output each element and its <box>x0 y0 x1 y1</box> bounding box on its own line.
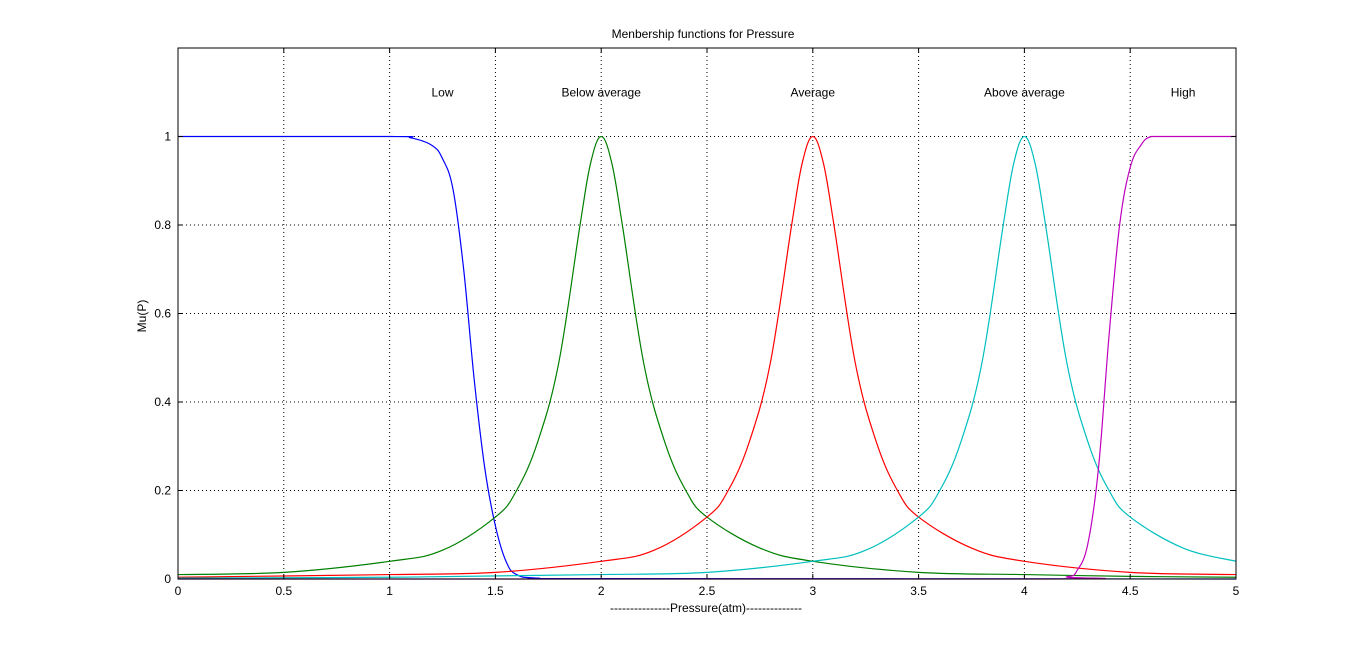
x-axis-label: ---------------Pressure(atm)------------… <box>610 601 802 615</box>
annotation-label: High <box>1171 85 1196 99</box>
x-tick-label: 1.5 <box>487 584 504 598</box>
y-axis-label: Mu(P) <box>135 300 149 333</box>
axis-ticks: 0 0.5 1 1.5 2 2.5 3 3.5 4 4.5 5 0 0.2 0.4 0.6 0.8 1 <box>154 48 1240 598</box>
x-tick-label: 0 <box>175 584 182 598</box>
y-tick-label: 0 <box>164 572 171 586</box>
series-line-4 <box>177 135 1237 579</box>
y-tick-label: 0.2 <box>154 484 171 498</box>
annotations: Low Below average Average Above average High <box>431 85 1195 99</box>
x-tick-label: 4 <box>1021 584 1028 598</box>
x-tick-label: 0.5 <box>275 584 292 598</box>
x-tick-label: 2 <box>598 584 605 598</box>
series-line-2 <box>177 135 1237 578</box>
x-tick-label: 5 <box>1233 584 1240 598</box>
annotation-label: Below average <box>562 85 642 99</box>
y-tick-label: 0.8 <box>154 218 171 232</box>
chart-title: Menbership functions for Pressure <box>612 27 795 41</box>
x-tick-label: 1 <box>386 584 393 598</box>
y-tick-label: 0.4 <box>154 395 171 409</box>
annotation-label: Average <box>791 85 836 99</box>
series-line-3 <box>177 135 1237 578</box>
x-tick-label: 3 <box>809 584 816 598</box>
x-tick-label: 3.5 <box>910 584 927 598</box>
x-tick-label: 2.5 <box>699 584 716 598</box>
x-tick-label: 4.5 <box>1122 584 1139 598</box>
annotation-label: Low <box>431 85 453 99</box>
y-tick-label: 0.6 <box>154 307 171 321</box>
y-tick-label: 1 <box>164 130 171 144</box>
annotation-label: Above average <box>984 85 1065 99</box>
